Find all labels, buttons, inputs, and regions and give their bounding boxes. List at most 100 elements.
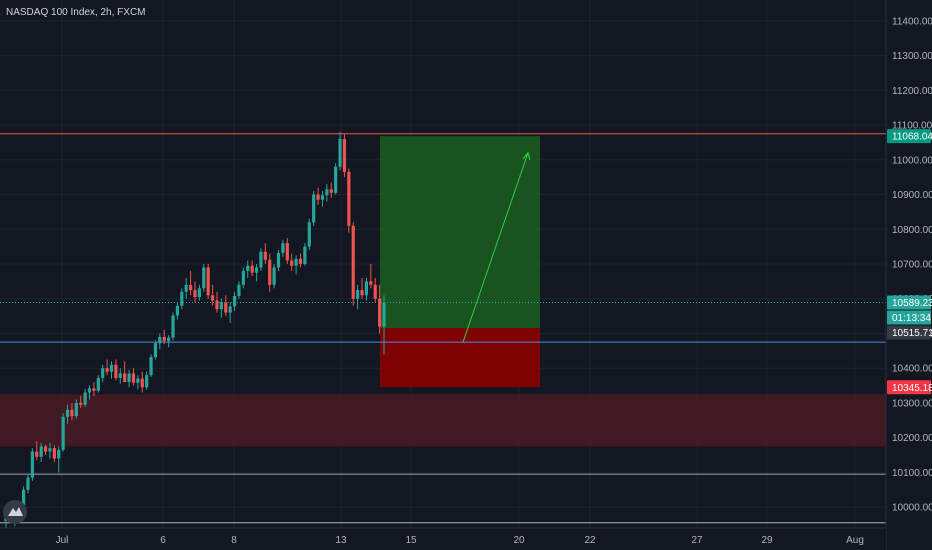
candle-body: [26, 477, 30, 490]
price-tick-label: 11400.00: [892, 16, 932, 27]
candle-body: [149, 357, 153, 376]
candle-body: [30, 451, 34, 478]
price-tick-label: 10800.00: [892, 225, 932, 236]
price-tick-label: 10000.00: [892, 503, 932, 514]
candle-body: [83, 392, 87, 405]
candle-body: [180, 291, 184, 306]
candle-body: [210, 295, 215, 301]
price-tick-label: 10700.00: [892, 260, 932, 271]
candle-body: [303, 246, 307, 264]
demand-zone[interactable]: [0, 394, 886, 447]
candle-body: [206, 267, 210, 296]
price-tick-label: 10400.00: [892, 364, 932, 375]
candle-body: [378, 298, 382, 327]
projection-arrow-line[interactable]: [462, 152, 529, 343]
candle-body: [334, 166, 338, 193]
time-tick-label: 22: [584, 535, 596, 546]
candle-body: [325, 189, 329, 196]
candle-body: [272, 267, 276, 285]
candle-body: [276, 252, 281, 268]
price-tick-label: 10100.00: [892, 468, 932, 479]
candle-body: [254, 267, 259, 273]
price-tick-label: 11200.00: [892, 86, 932, 97]
projection-arrow[interactable]: [462, 151, 531, 343]
candle-body: [224, 302, 228, 313]
price-tick-label: 11100.00: [892, 121, 932, 132]
candle-body: [241, 270, 245, 285]
candle-body: [312, 194, 316, 223]
time-axis[interactable]: Jul 6 8 13 15 20 22 27 29 Aug: [56, 535, 864, 546]
candle-body: [145, 375, 149, 388]
candle-body: [298, 258, 303, 264]
candle-body: [290, 260, 294, 266]
projection-arrow-head: [522, 151, 531, 161]
candle-body: [351, 225, 355, 299]
candle-body: [356, 290, 360, 299]
candle-body: [79, 402, 83, 405]
profit-zone[interactable]: [380, 136, 540, 329]
candle-body: [167, 337, 171, 342]
candle-body: [246, 265, 250, 271]
time-tick-label: 6: [160, 535, 166, 546]
time-tick-label: 27: [691, 535, 703, 546]
countdown-tag: [887, 310, 931, 325]
candle-body: [268, 259, 272, 285]
candle-body: [101, 368, 105, 378]
candle-body: [87, 388, 92, 393]
candle-body: [373, 284, 377, 299]
candle-body: [171, 315, 175, 338]
candle-body: [281, 243, 285, 253]
candle-body: [57, 449, 61, 459]
candle-body: [197, 288, 201, 297]
candle-body: [136, 378, 140, 383]
candle-body: [329, 189, 333, 193]
candle-body: [43, 446, 48, 452]
candle-body: [232, 295, 237, 307]
candle-body: [228, 306, 232, 313]
candle-body: [294, 258, 298, 266]
symbol-title[interactable]: NASDAQ 100 Index, 2h, FXCM: [6, 7, 146, 18]
candlestick-series: [4, 132, 386, 528]
price-axis-panel[interactable]: [886, 0, 932, 550]
price-tick-label: 11000.00: [892, 155, 932, 166]
candle-body: [140, 378, 144, 388]
candle-body: [65, 409, 70, 417]
candle-body: [189, 284, 193, 291]
candle-body: [364, 281, 369, 296]
time-tick-label: Aug: [846, 535, 864, 546]
price-tick-label: 10200.00: [892, 433, 932, 444]
logo-icon[interactable]: [3, 500, 27, 524]
price-axis[interactable]: 10000.00 10100.00 10200.00 10300.00 10400.00…: [892, 16, 932, 513]
candle-body: [158, 336, 162, 344]
candle-body: [153, 343, 158, 358]
target-price-tag: [887, 129, 931, 144]
price-tick-label: 11300.00: [892, 51, 932, 62]
candle-body: [70, 409, 74, 417]
countdown-label: 01:13:34: [892, 313, 931, 324]
last-price-label: 10589.23: [892, 298, 932, 309]
time-tick-label: 13: [335, 535, 347, 546]
candle-body: [52, 448, 56, 459]
candle-body: [109, 364, 114, 372]
time-tick-label: 15: [405, 535, 417, 546]
candle-body: [202, 267, 206, 289]
time-axis-panel[interactable]: [0, 528, 886, 550]
horizontal-levels: [0, 133, 886, 524]
candle-body: [259, 251, 263, 268]
candle-body: [21, 489, 26, 507]
candle-body: [61, 416, 65, 450]
price-tick-label: 10300.00: [892, 398, 932, 409]
stop-price-label: 10345.18: [892, 383, 932, 394]
candle-body: [35, 451, 39, 457]
entry-price-label: 10515.71: [892, 328, 932, 339]
candle-body: [175, 305, 180, 316]
price-tags: 11068.04 10589.23 01:13:34 10515.71 1034…: [887, 129, 932, 395]
candle-body: [342, 138, 347, 172]
candle-body: [184, 284, 188, 292]
candle-body: [263, 251, 267, 260]
loss-zone[interactable]: [380, 328, 540, 388]
candle-body: [347, 171, 351, 226]
price-tick-label: 10900.00: [892, 190, 932, 201]
candle-body: [105, 368, 109, 372]
